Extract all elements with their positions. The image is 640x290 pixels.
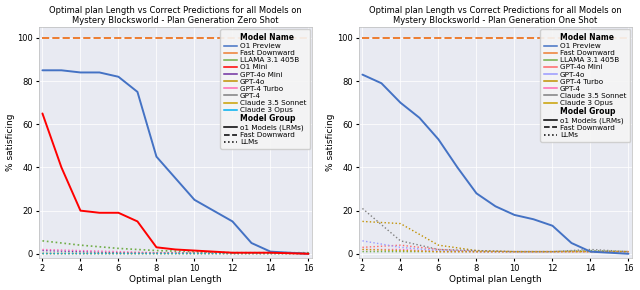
X-axis label: Optimal plan Length: Optimal plan Length bbox=[449, 276, 542, 284]
Y-axis label: % satisficing: % satisficing bbox=[326, 114, 335, 171]
X-axis label: Optimal plan Length: Optimal plan Length bbox=[129, 276, 222, 284]
Title: Optimal plan Length vs Correct Predictions for all Models on
Mystery Blocksworld: Optimal plan Length vs Correct Predictio… bbox=[49, 6, 302, 25]
Y-axis label: % satisficing: % satisficing bbox=[6, 114, 15, 171]
Legend: Model Name, O1 Preview, Fast Downward, LLAMA 3.1 405B, GPT-4o Mini, GPT-4o, GPT-: Model Name, O1 Preview, Fast Downward, L… bbox=[541, 29, 630, 142]
Legend: Model Name, O1 Preview, Fast Downward, LLAMA 3.1 405B, O1 Mini, GPT-4o Mini, GPT: Model Name, O1 Preview, Fast Downward, L… bbox=[221, 29, 310, 149]
Title: Optimal plan Length vs Correct Predictions for all Models on
Mystery Blocksworld: Optimal plan Length vs Correct Predictio… bbox=[369, 6, 622, 25]
